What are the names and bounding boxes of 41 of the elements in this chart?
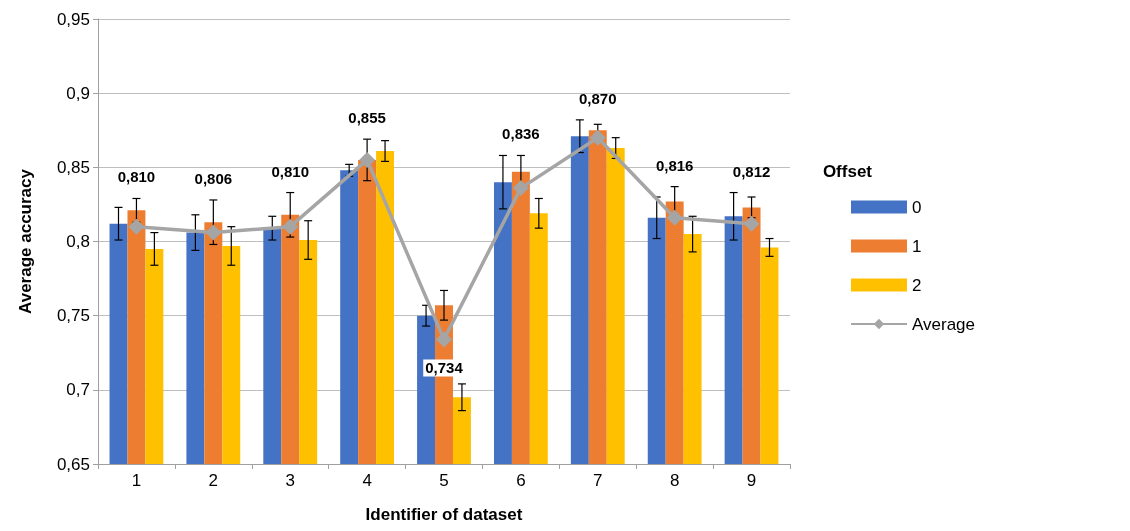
x-tick-label: 5 <box>439 471 449 490</box>
point <box>436 331 452 348</box>
y-axis-title: Average accuracy <box>16 168 35 314</box>
x-axis-title: Identifier of dataset <box>365 505 523 524</box>
x-tick-label: 1 <box>131 471 142 490</box>
data-label: 0,810 <box>271 162 309 180</box>
point <box>666 209 683 226</box>
data-label: 0,836 <box>502 125 540 143</box>
data-label: 0,816 <box>655 156 694 174</box>
legend-label: 2 <box>911 275 922 295</box>
x-tick-label: 8 <box>669 471 680 490</box>
point <box>589 129 606 146</box>
point <box>359 151 376 168</box>
point <box>512 180 529 197</box>
x-tick-label: 3 <box>285 471 295 490</box>
data-label: 0,810 <box>117 168 156 186</box>
legend-label: 0 <box>911 197 922 217</box>
data-label: 0,812 <box>732 162 771 180</box>
x-tick-label: 2 <box>208 471 219 490</box>
x-tick-label: 6 <box>516 471 526 490</box>
data-label: 0,734 <box>425 359 464 377</box>
y-tick-label: 0,75 <box>56 306 90 326</box>
x-tick-label: 4 <box>362 471 372 490</box>
y-tick-label: 0,85 <box>56 157 90 177</box>
y-tick-label: 0,9 <box>66 83 90 103</box>
data-label: 0,870 <box>579 89 617 107</box>
point <box>743 215 760 232</box>
data-label: 0,806 <box>194 169 233 187</box>
legend-label: Average <box>911 314 975 334</box>
y-tick-label: 0,95 <box>56 9 90 29</box>
y-tick-label: 0,65 <box>56 454 90 474</box>
legend-label: 1 <box>911 236 922 256</box>
x-tick-label: 7 <box>593 471 603 490</box>
legend-title: Offset <box>822 162 873 181</box>
point <box>128 218 145 235</box>
point <box>282 218 299 235</box>
data-label: 0,855 <box>348 109 386 127</box>
y-tick-label: 0,7 <box>66 380 90 400</box>
x-tick-label: 9 <box>746 471 757 490</box>
point <box>205 224 222 241</box>
y-tick-label: 0,8 <box>66 232 90 251</box>
